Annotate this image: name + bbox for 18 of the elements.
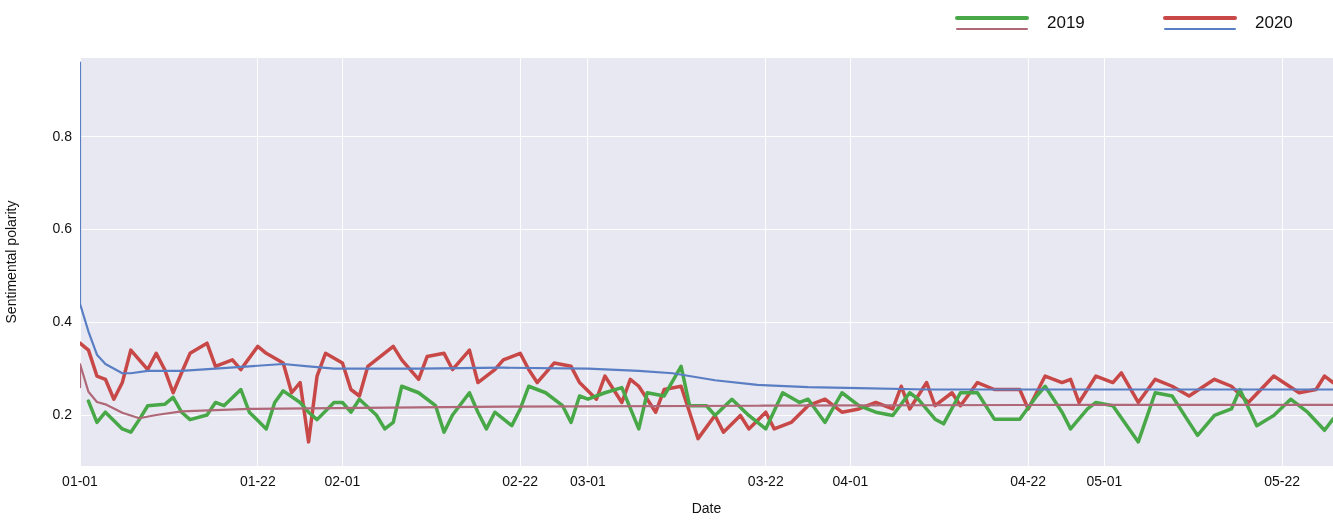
y-tick-label: 0.2: [52, 405, 73, 422]
y-tick-label: 0.4: [52, 313, 73, 330]
legend-label: 2020: [1255, 12, 1293, 32]
x-tick-label: 02-01: [324, 473, 361, 490]
x-tick-label: 04-22: [1010, 473, 1047, 490]
x-tick-label: 03-01: [570, 473, 607, 490]
x-tick-label: 03-22: [747, 473, 784, 490]
x-tick-label: 04-01: [832, 473, 869, 490]
y-tick-label: 0.6: [52, 220, 73, 237]
x-tick-label: 01-22: [239, 473, 276, 490]
x-tick-label: 01-01: [62, 473, 99, 490]
x-axis-title: Date: [691, 500, 722, 517]
y-tick-label: 0.8: [52, 127, 73, 144]
x-tick-label: 05-22: [1264, 473, 1301, 490]
y-axis-title: Sentimental polarity: [3, 200, 20, 324]
legend-label: 2019: [1047, 12, 1085, 32]
x-tick-label: 02-22: [502, 473, 539, 490]
x-tick-label: 05-01: [1086, 473, 1123, 490]
